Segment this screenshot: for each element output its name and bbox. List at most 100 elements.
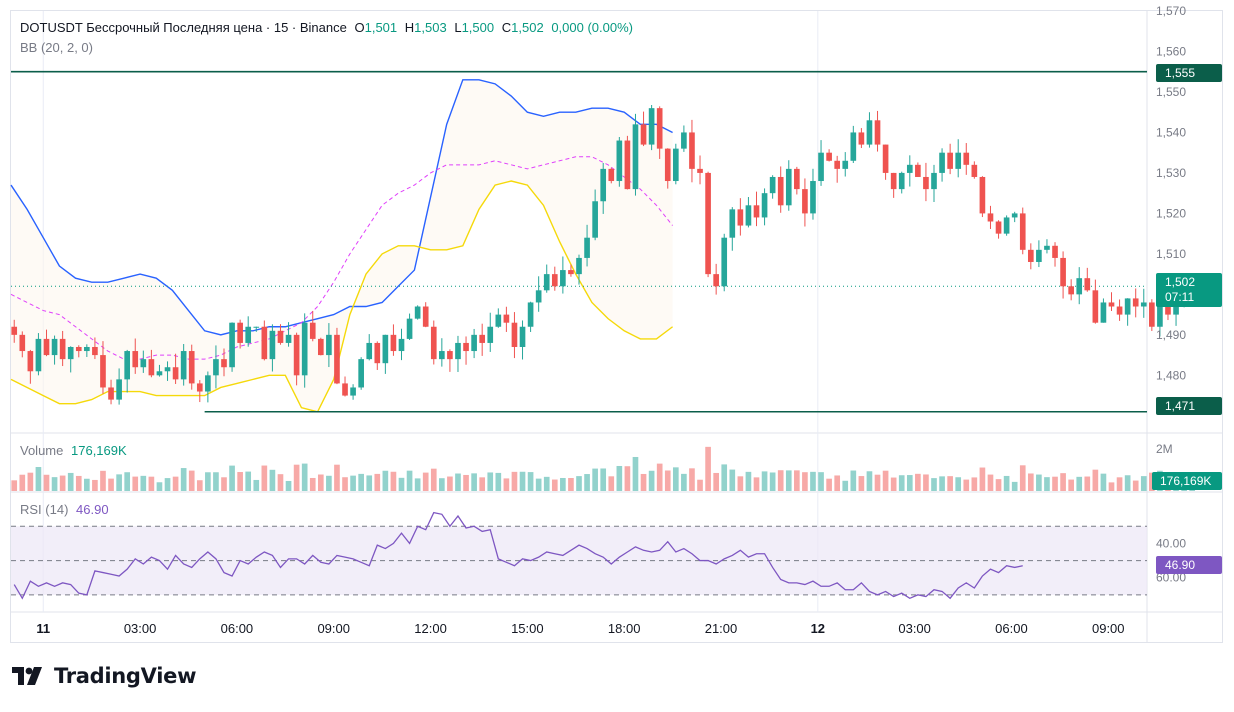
rsi-pane <box>11 511 1147 600</box>
volume-bar <box>463 474 469 491</box>
volume-bar <box>414 478 421 491</box>
bb-upper-line <box>10 79 673 336</box>
volume-axis-label: 2M <box>1156 442 1173 456</box>
volume-bar <box>35 467 42 491</box>
candle-body <box>963 152 970 165</box>
x-tick-label: 11 <box>36 621 50 636</box>
volume-bar <box>737 476 744 491</box>
volume-bar <box>802 472 808 491</box>
candle-body <box>116 379 122 400</box>
candle-body <box>987 213 994 222</box>
volume-legend: Volume 176,169K <box>20 443 131 458</box>
candle-body <box>67 346 74 360</box>
candle-body <box>1149 302 1155 327</box>
x-tick-label: 09:00 <box>317 621 350 636</box>
volume-bar <box>92 479 98 491</box>
candle-body <box>511 322 518 347</box>
volume-bar <box>769 472 776 491</box>
candle-body <box>794 168 800 190</box>
candle-body <box>326 334 332 356</box>
volume-bar <box>350 475 356 491</box>
countdown-value: 07:11 <box>1165 290 1195 304</box>
candle-body <box>616 140 623 182</box>
candle-body <box>600 168 607 202</box>
candle-body <box>931 172 937 190</box>
volume-bar <box>963 479 970 491</box>
candle-body <box>923 176 929 190</box>
volume-bar <box>1036 474 1042 491</box>
volume-bar <box>713 472 719 491</box>
volume-bar <box>955 477 962 491</box>
x-tick-label: 12 <box>811 621 825 636</box>
bb-fill <box>11 79 673 412</box>
candle-body <box>479 334 486 343</box>
candle-body <box>697 168 703 173</box>
candle-body <box>721 237 728 287</box>
volume-bar <box>205 472 211 491</box>
candle-body <box>269 330 276 360</box>
candle-body <box>681 132 687 149</box>
candle-body <box>915 164 921 177</box>
candle-body <box>188 351 195 384</box>
volume-bar <box>753 477 760 491</box>
candle-body <box>955 152 962 169</box>
candle-body <box>1108 302 1115 307</box>
x-tick-label: 03:00 <box>898 621 931 636</box>
candle-body <box>1011 213 1018 218</box>
volume-bar <box>866 471 873 491</box>
candle-body <box>939 152 945 173</box>
rsi-axis-label: 60.00 <box>1156 571 1186 585</box>
candle-body <box>366 342 373 360</box>
chart-frame[interactable] <box>10 10 1223 643</box>
volume-bar <box>1019 465 1026 491</box>
tradingview-logo[interactable]: TradingView <box>12 664 196 688</box>
volume-bar <box>1044 477 1050 491</box>
volume-bar <box>1108 482 1115 491</box>
candle-body <box>979 176 986 214</box>
volume-bar <box>818 472 824 491</box>
volume-bar <box>745 471 752 491</box>
volume-series <box>11 446 1196 491</box>
candle-body <box>1157 306 1163 327</box>
volume-bar <box>213 472 219 491</box>
volume-bar <box>229 465 235 491</box>
candle-body <box>664 148 671 182</box>
volume-bar <box>632 456 639 491</box>
candle-body <box>455 342 461 360</box>
volume-bar <box>43 474 50 491</box>
volume-bar <box>947 476 953 491</box>
candle-body <box>398 338 405 352</box>
volume-bar <box>535 478 542 491</box>
volume-bar <box>519 471 526 491</box>
candle-body <box>866 120 873 145</box>
candle-body <box>810 181 816 214</box>
volume-bar <box>447 476 453 491</box>
volume-bar <box>19 474 26 491</box>
logo-text: TradingView <box>54 664 197 688</box>
candle-body <box>834 160 841 169</box>
volume-bar <box>568 478 574 491</box>
volume-bar <box>794 470 800 491</box>
volume-bar <box>358 473 364 491</box>
candle-body <box>213 359 219 376</box>
support-price-tag: 1,471 <box>1156 397 1222 415</box>
volume-bar <box>842 480 849 491</box>
volume-bar <box>439 478 445 491</box>
volume-bar <box>11 480 18 491</box>
candle-body <box>995 221 1002 234</box>
volume-bar <box>309 477 316 491</box>
candle-body <box>27 351 34 372</box>
volume-bar <box>406 470 413 491</box>
volume-bar <box>1084 476 1091 491</box>
volume-bar <box>422 472 429 491</box>
volume-bar <box>616 465 623 491</box>
candle-body <box>180 351 187 380</box>
volume-bar <box>648 470 655 491</box>
change-value: 0,000 (0.00%) <box>551 20 633 35</box>
rsi-value: 46.90 <box>76 502 109 517</box>
candle-body <box>1068 286 1074 295</box>
candle-body <box>543 274 550 291</box>
volume-bar <box>1011 481 1018 491</box>
candle-body <box>229 322 235 368</box>
